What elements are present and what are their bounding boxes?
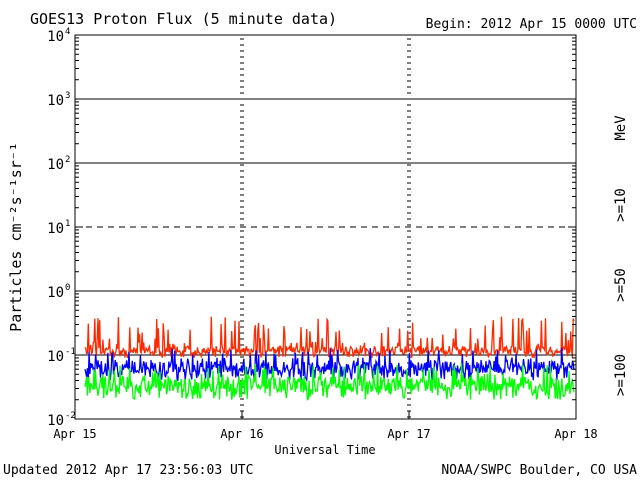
plot-grid [75,38,576,418]
y-tick-label: 10 [47,349,64,365]
legend-entry: >=50 [613,268,629,302]
y-tick-exponent: -2 [65,411,76,421]
y-tick-exponent: 4 [65,27,70,37]
data-series [84,316,575,401]
y-tick-label: 10 [47,29,64,45]
chart-title: GOES13 Proton Flux (5 minute data) [30,10,337,28]
units-label: MeV [613,115,629,141]
y-tick-label: 10 [47,93,64,109]
series-line [84,316,575,360]
y-tick-label: 10 [47,413,64,429]
y-tick-exponent: -1 [65,347,76,357]
legend-entry: >=10 [613,188,629,222]
legend-entry: >=100 [613,354,629,396]
x-tick-label: Apr 17 [387,427,430,441]
x-axis-label: Universal Time [274,443,375,457]
y-tick-label: 10 [47,221,64,237]
x-tick-label: Apr 18 [554,427,597,441]
y-tick-exponent: 0 [65,283,70,293]
y-tick-exponent: 1 [65,219,70,229]
series-line [84,363,575,401]
y-axis-label: Particles cm⁻²s⁻¹sr⁻¹ [7,142,25,332]
begin-time-label: Begin: 2012 Apr 15 0000 UTC [426,17,637,32]
y-tick-label: 10 [47,285,64,301]
y-tick-exponent: 3 [65,91,70,101]
updated-timestamp: Updated 2012 Apr 17 23:56:03 UTC [3,463,253,478]
x-tick-label: Apr 16 [220,427,263,441]
legend: MeV >=10 >=50 >=100 [613,115,629,396]
plot-frame [74,34,577,420]
series-line [84,347,575,383]
y-tick-label: 10 [47,157,64,173]
credit-label: NOAA/SWPC Boulder, CO USA [441,463,637,478]
x-tick-label: Apr 15 [53,427,96,441]
y-tick-exponent: 2 [65,155,70,165]
